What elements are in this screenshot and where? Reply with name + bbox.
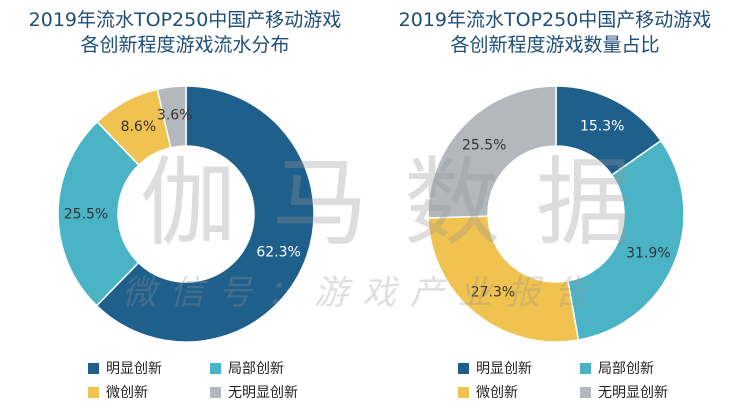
- donut-slice-2: [427, 215, 580, 343]
- chart-title-line-1: 2019年流水TOP250中国产移动游戏: [398, 9, 712, 31]
- legend-item: 局部创新: [580, 358, 654, 378]
- legend-label: 微创新: [106, 385, 148, 401]
- chart-panel-flow: 2019年流水TOP250中国产移动游戏 各创新程度游戏流水分布 62.3% 25…: [0, 8, 370, 402]
- legend-swatch: [88, 386, 99, 398]
- legend-item: 明显创新: [88, 358, 162, 378]
- chart-title-line-2: 各创新程度游戏数量占比: [450, 34, 660, 56]
- donut-slice-3: [427, 85, 557, 219]
- legend-label: 无明显创新: [228, 385, 298, 401]
- slice-value-label: 25.5%: [64, 207, 108, 223]
- donut-chart-count: 15.3% 31.9% 27.3% 25.5%: [427, 85, 685, 343]
- legend-item: 微创新: [88, 382, 148, 402]
- chart-title: 2019年流水TOP250中国产移动游戏 各创新程度游戏流水分布: [0, 8, 370, 58]
- chart-panel-count: 2019年流水TOP250中国产移动游戏 各创新程度游戏数量占比 15.3% 31…: [370, 0, 740, 405]
- slice-value-label: 8.6%: [121, 119, 157, 135]
- legend-swatch: [458, 386, 469, 398]
- donut-slice-1: [567, 139, 685, 341]
- legend-swatch: [580, 362, 591, 374]
- chart-title-line-2: 各创新程度游戏流水分布: [80, 34, 290, 56]
- legend-swatch: [210, 386, 221, 398]
- donut-slice-1: [57, 120, 140, 307]
- legend-label: 微创新: [476, 385, 518, 401]
- slice-value-label: 31.9%: [626, 245, 670, 261]
- legend-item: 微创新: [458, 382, 518, 402]
- donut-slice-3: [156, 85, 187, 149]
- legend-item: 明显创新: [458, 358, 532, 378]
- slice-value-label: 3.6%: [157, 108, 193, 124]
- legend-label: 明显创新: [476, 361, 532, 377]
- slice-value-label: 62.3%: [256, 245, 300, 261]
- chart-title: 2019年流水TOP250中国产移动游戏 各创新程度游戏数量占比: [370, 8, 740, 58]
- slice-value-label: 15.3%: [580, 118, 624, 134]
- donut-chart-flow: 62.3% 25.5% 8.6%3.6%: [57, 85, 315, 343]
- legend-swatch: [458, 362, 469, 374]
- legend-item: 局部创新: [210, 358, 284, 378]
- legend-item: 无明显创新: [210, 382, 298, 402]
- chart-title-line-1: 2019年流水TOP250中国产移动游戏: [28, 9, 342, 31]
- slice-value-label: 27.3%: [471, 285, 515, 301]
- legend-swatch: [88, 362, 99, 374]
- legend-label: 局部创新: [228, 361, 284, 377]
- legend-item: 无明显创新: [580, 382, 668, 402]
- legend-swatch: [210, 362, 221, 374]
- donut-slice-0: [95, 85, 315, 343]
- legend-label: 明显创新: [106, 361, 162, 377]
- legend-swatch: [580, 386, 591, 398]
- slice-value-label: 25.5%: [462, 137, 506, 153]
- legend-label: 无明显创新: [598, 385, 668, 401]
- legend-label: 局部创新: [598, 361, 654, 377]
